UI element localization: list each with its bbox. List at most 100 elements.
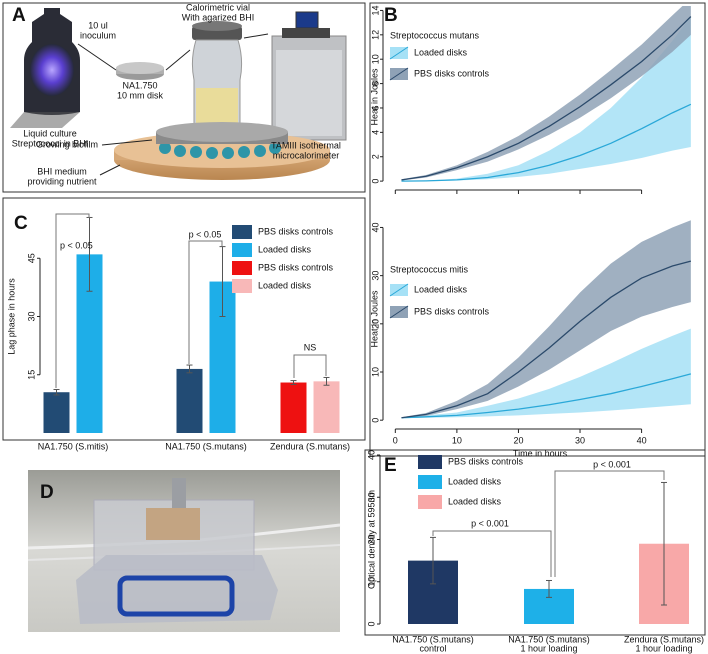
legend-label: Loaded disks (448, 476, 502, 486)
y-axis-label: Heat in Joules (369, 68, 379, 126)
y-tick-label: 0 (370, 418, 380, 423)
diagram-label: BHI medium (37, 166, 87, 176)
x-tick-label: NA1.750 (S.mutans) (165, 441, 247, 451)
bar (280, 382, 307, 433)
legend-line (389, 46, 409, 60)
panel-frame (369, 2, 706, 457)
diagram-label: Streptococci in BHI (12, 138, 89, 148)
bar (313, 381, 340, 433)
legend-line (389, 67, 409, 81)
y-tick-label: 10 (370, 54, 380, 64)
significance-bracket (293, 354, 327, 378)
diagram-label: microcalorimeter (273, 150, 340, 160)
legend-label: PBS disks controls (258, 226, 334, 236)
legend-label: PBS disks controls (258, 262, 334, 272)
bar (176, 368, 203, 433)
panel-label: C (14, 213, 28, 234)
x-tick-label: 1 hour loading (520, 643, 577, 653)
y-tick-label: 30 (26, 311, 36, 321)
diagram-label: Calorimetric vial (186, 2, 250, 12)
panel-label: B (384, 5, 398, 26)
line (401, 373, 692, 419)
x-tick-label: Zendura (S.mutans) (624, 634, 704, 644)
legend-swatch (232, 261, 252, 275)
legend-swatch (418, 455, 442, 469)
legend-label: Loaded disks (258, 280, 312, 290)
confidence-band (401, 328, 691, 419)
x-tick-label: NA1.750 (S.mitis) (38, 441, 109, 451)
x-tick-label: 20 (513, 435, 523, 445)
x-tick-label: Zendura (S.mutans) (270, 441, 350, 451)
y-tick-label: 10 (370, 367, 380, 377)
significance-bracket (55, 213, 90, 388)
significance-bracket (188, 240, 223, 364)
diagram-label: 10 ul (88, 20, 108, 30)
y-axis-label: Lag phase in hours (6, 278, 16, 355)
x-tick-label: 40 (637, 435, 647, 445)
panel-frame (364, 449, 706, 636)
annotation: p < 0.05 (60, 240, 93, 250)
diagram-label: Liquid culture (23, 128, 77, 138)
panel-label: E (384, 455, 397, 476)
annotation: p < 0.001 (593, 459, 631, 469)
line (401, 103, 692, 182)
panel-frame (2, 197, 366, 441)
x-tick-label: 1 hour loading (635, 643, 692, 653)
diagram-label: With agarized BHI (182, 12, 255, 22)
legend-swatch (418, 495, 442, 509)
y-tick-label: 14 (370, 5, 380, 15)
diagram-label: providing nutrient (27, 176, 97, 186)
y-tick-label: 40 (366, 450, 376, 460)
legend-label: PBS disks controls (414, 306, 490, 316)
chart-subtitle: Streptococcus mitis (390, 264, 469, 274)
panel-label: D (40, 482, 54, 503)
y-tick-label: 0 (366, 621, 376, 626)
x-tick-label: NA1.750 (S.mutans) (508, 634, 590, 644)
legend-label: Loaded disks (414, 284, 468, 294)
y-tick-label: 6 (370, 105, 380, 110)
y-tick-label: 12 (370, 30, 380, 40)
y-tick-label: 30 (370, 271, 380, 281)
legend-swatch (232, 243, 252, 257)
y-tick-label: 10 (366, 577, 376, 587)
x-tick-label: 10 (452, 435, 462, 445)
line (401, 16, 692, 181)
x-tick-label: 30 (575, 435, 585, 445)
annotation: NS (304, 342, 317, 352)
legend-label: Loaded disks (448, 496, 502, 506)
diagram-label: NA1.750 (122, 80, 157, 90)
bar (43, 392, 70, 433)
y-tick-label: 40 (370, 222, 380, 232)
y-tick-label: 8 (370, 81, 380, 86)
diagram-label: inoculum (80, 30, 116, 40)
legend-swatch (418, 475, 442, 489)
significance-bracket (432, 530, 552, 577)
diagram-label: TAMIII isothermal (271, 140, 341, 150)
x-tick-label: NA1.750 (S.mutans) (392, 634, 474, 644)
y-tick-label: 20 (370, 319, 380, 329)
x-tick-label: control (419, 643, 446, 653)
line (401, 260, 692, 419)
annotation: p < 0.001 (471, 518, 509, 528)
panel-label: A (12, 5, 26, 26)
y-tick-label: 0 (370, 179, 380, 184)
y-tick-label: 4 (370, 130, 380, 135)
legend-line (389, 305, 409, 319)
legend-swatch (232, 279, 252, 293)
diagram-label: 10 mm disk (117, 90, 164, 100)
legend-swatch (232, 225, 252, 239)
diagram-art (10, 8, 347, 180)
chart-subtitle: Streptococcus mutans (390, 30, 480, 40)
legend-label: PBS disks controls (414, 68, 490, 78)
x-tick-label: 0 (393, 435, 398, 445)
photo (27, 470, 341, 632)
legend-label: Loaded disks (414, 47, 468, 57)
confidence-band (401, 220, 691, 419)
annotation: p < 0.05 (189, 229, 222, 239)
y-tick-label: 2 (370, 154, 380, 159)
significance-bracket (554, 470, 665, 577)
legend-label: Loaded disks (258, 244, 312, 254)
x-axis-label: Time in hours (513, 448, 568, 458)
plot-area (401, 6, 692, 182)
